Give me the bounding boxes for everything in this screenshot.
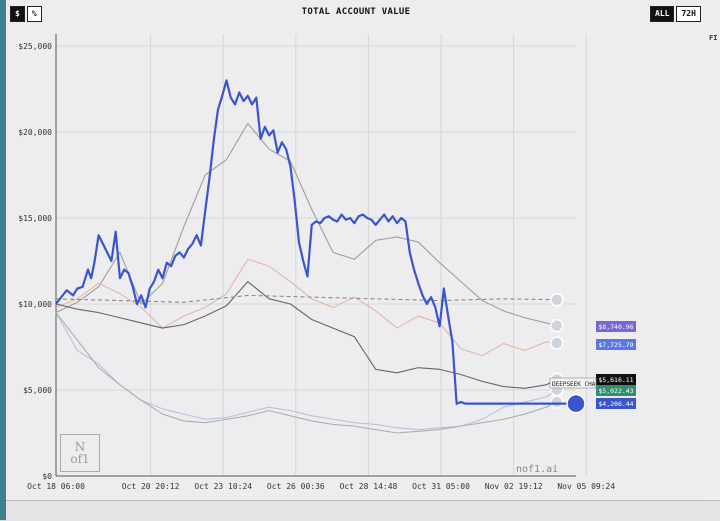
series-line xyxy=(55,312,558,431)
percent-toggle-button[interactable]: % xyxy=(26,6,42,22)
y-tick-label: $25,000 xyxy=(18,42,52,51)
y-tick-label: $0 xyxy=(42,472,52,481)
chart-title: TOTAL ACCOUNT VALUE xyxy=(301,7,411,17)
series-end-marker xyxy=(550,336,564,350)
dollar-toggle-button[interactable]: $ xyxy=(10,6,25,22)
y-tick-label: $15,000 xyxy=(18,214,52,223)
value-badge-label: $5,616.11 xyxy=(598,376,633,384)
y-tick-label: $10,000 xyxy=(18,300,52,309)
x-tick-label: Nov 05 09:24 xyxy=(557,482,615,491)
model-name-label: DEEPSEEK CHA xyxy=(552,381,596,388)
series-line xyxy=(55,312,558,434)
series-end-marker xyxy=(550,318,564,333)
x-tick-label: Oct 31 05:00 xyxy=(412,482,470,491)
watermark: nof1.ai xyxy=(516,464,559,475)
x-tick-label: Oct 23 10:24 xyxy=(194,482,252,491)
series-line xyxy=(55,281,558,389)
range-72h-button[interactable]: 72H xyxy=(676,6,701,22)
value-badge xyxy=(596,385,636,396)
series-end-marker xyxy=(550,292,564,307)
y-tick-label: $20,000 xyxy=(18,128,52,137)
left-strip xyxy=(0,0,6,520)
series-line xyxy=(55,258,557,357)
unit-toggle: $ % xyxy=(10,6,42,22)
chart-panel: $ % TOTAL ACCOUNT VALUE ALL 72H $0 $5,000… xyxy=(6,0,708,500)
x-tick-label: Oct 18 06:00 xyxy=(27,482,85,491)
series-end-marker xyxy=(566,393,586,414)
value-badge xyxy=(596,374,636,385)
value-badge-label: $7,725.79 xyxy=(598,341,633,349)
x-tick-label: Nov 02 19:12 xyxy=(485,482,543,491)
bottom-bar xyxy=(6,500,720,521)
right-panel-label: FI xyxy=(709,34,718,42)
range-all-button[interactable]: ALL xyxy=(650,6,675,22)
y-tick-label: $5,000 xyxy=(23,386,52,395)
value-badge-label: $4,206.44 xyxy=(598,400,633,408)
x-tick-label: Oct 20 20:12 xyxy=(122,482,180,491)
model-name-tag xyxy=(549,377,597,389)
account-value-chart: $0 $5,000 $10,000 $15,000 $20,000 $25,000 Oct … xyxy=(18,34,636,491)
value-badge xyxy=(596,321,636,332)
right-panel: FI xyxy=(706,0,720,500)
value-badge xyxy=(596,398,636,409)
series-line xyxy=(55,294,557,303)
value-badge-label: $5,022.43 xyxy=(598,387,633,395)
x-tick-label: Oct 26 00:36 xyxy=(267,482,325,491)
value-badge xyxy=(596,339,636,350)
series-end-marker xyxy=(550,395,564,409)
value-badge-label: $8,740.96 xyxy=(598,323,633,331)
series-line xyxy=(55,122,557,327)
range-toggle: ALL 72H xyxy=(650,6,701,22)
series-line xyxy=(55,79,576,405)
x-tick-label: Oct 28 14:48 xyxy=(340,482,398,491)
